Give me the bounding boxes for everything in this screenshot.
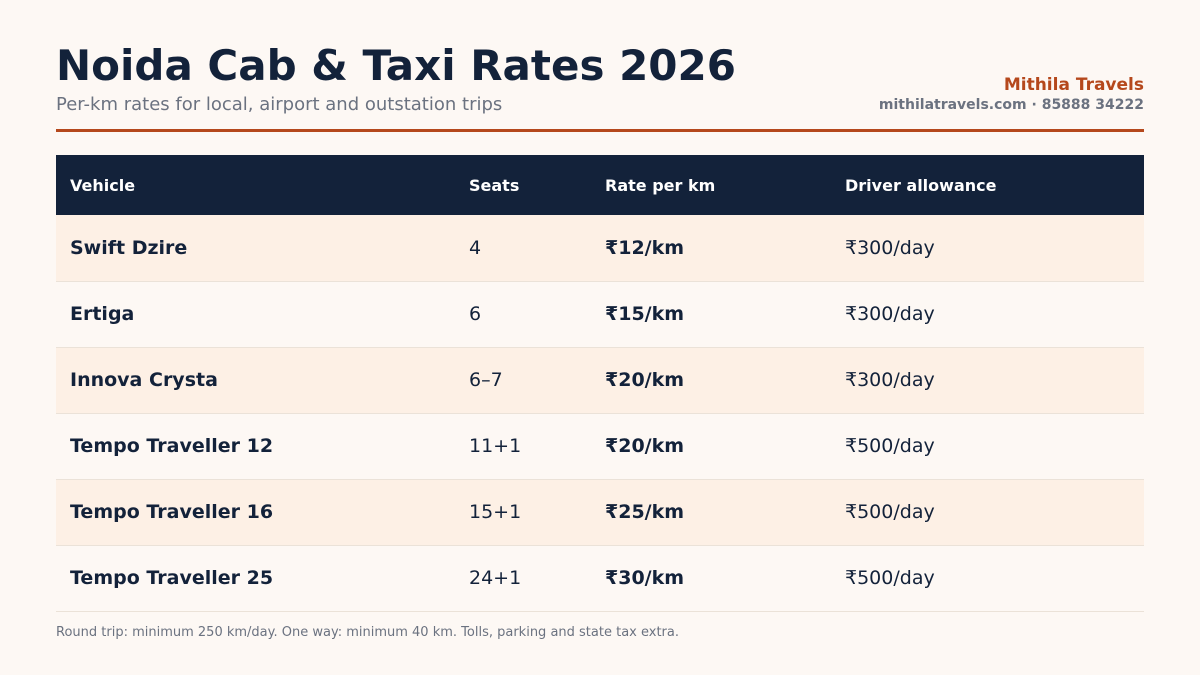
brand-name: Mithila Travels	[1003, 75, 1144, 95]
footnote: Round trip: minimum 250 km/day. One way:…	[56, 625, 679, 640]
allowance-cell: ₹500/day	[831, 479, 1144, 546]
rate-cell: ₹25/km	[591, 479, 831, 546]
header: Noida Cab & Taxi Rates 2026 Per-km rates…	[56, 0, 1144, 132]
page-title: Noida Cab & Taxi Rates 2026	[56, 41, 736, 90]
table-row: Innova Crysta 6–7 ₹20/km ₹300/day	[56, 347, 1144, 414]
table-row: Tempo Traveller 25 24+1 ₹30/km ₹500/day	[56, 545, 1144, 612]
page-subtitle: Per-km rates for local, airport and outs…	[56, 94, 503, 115]
table-row: Swift Dzire 4 ₹12/km ₹300/day	[56, 215, 1144, 282]
table-row: Tempo Traveller 16 15+1 ₹25/km ₹500/day	[56, 479, 1144, 546]
table-row: Tempo Traveller 12 11+1 ₹20/km ₹500/day	[56, 413, 1144, 480]
rate-card: Noida Cab & Taxi Rates 2026 Per-km rates…	[56, 0, 1144, 675]
rate-cell: ₹20/km	[591, 413, 831, 480]
rate-cell: ₹12/km	[591, 215, 831, 282]
column-header-allowance: Driver allowance	[831, 155, 1144, 215]
seats-cell: 6–7	[455, 347, 591, 414]
column-header-vehicle: Vehicle	[56, 155, 455, 215]
allowance-cell: ₹300/day	[831, 215, 1144, 282]
table-row: Ertiga 6 ₹15/km ₹300/day	[56, 281, 1144, 348]
seats-cell: 24+1	[455, 545, 591, 612]
header-divider	[56, 129, 1144, 132]
table-header: Vehicle Seats Rate per km Driver allowan…	[56, 155, 1144, 215]
seats-cell: 6	[455, 281, 591, 348]
vehicle-cell: Innova Crysta	[56, 347, 455, 414]
table-body: Swift Dzire 4 ₹12/km ₹300/day Ertiga 6 ₹…	[56, 215, 1144, 612]
table-header-row: Vehicle Seats Rate per km Driver allowan…	[56, 155, 1144, 215]
column-header-rate: Rate per km	[591, 155, 831, 215]
seats-cell: 15+1	[455, 479, 591, 546]
rate-cell: ₹30/km	[591, 545, 831, 612]
seats-cell: 4	[455, 215, 591, 282]
vehicle-cell: Tempo Traveller 12	[56, 413, 455, 480]
vehicle-cell: Tempo Traveller 25	[56, 545, 455, 612]
allowance-cell: ₹300/day	[831, 281, 1144, 348]
allowance-cell: ₹500/day	[831, 545, 1144, 612]
brand-contact: mithilatravels.com · 85888 34222	[878, 97, 1144, 113]
allowance-cell: ₹300/day	[831, 347, 1144, 414]
vehicle-cell: Tempo Traveller 16	[56, 479, 455, 546]
rate-cell: ₹15/km	[591, 281, 831, 348]
rate-cell: ₹20/km	[591, 347, 831, 414]
allowance-cell: ₹500/day	[831, 413, 1144, 480]
rates-table: Vehicle Seats Rate per km Driver allowan…	[56, 155, 1144, 612]
brand-block: Mithila Travels mithilatravels.com · 858…	[879, 74, 1144, 114]
column-header-seats: Seats	[455, 155, 591, 215]
vehicle-cell: Ertiga	[56, 281, 455, 348]
seats-cell: 11+1	[455, 413, 591, 480]
vehicle-cell: Swift Dzire	[56, 215, 455, 282]
